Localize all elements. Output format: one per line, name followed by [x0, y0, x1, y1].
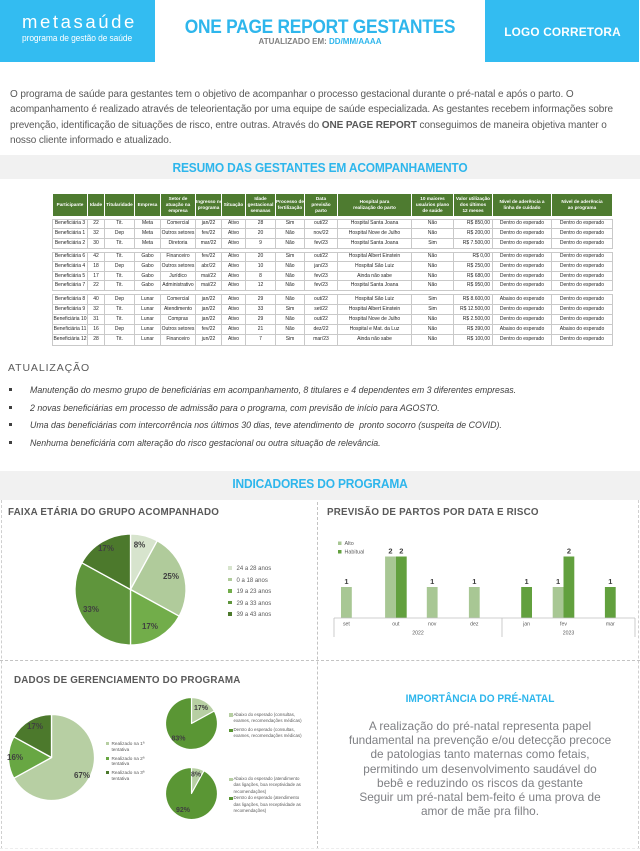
svg-text:2: 2 [388, 547, 392, 556]
svg-text:1: 1 [608, 577, 612, 586]
svg-text:1: 1 [472, 577, 476, 586]
svg-text:2023: 2023 [563, 631, 575, 637]
svg-text:2: 2 [567, 547, 571, 556]
svg-text:nov: nov [428, 622, 437, 628]
svg-text:dez: dez [470, 622, 479, 628]
svg-text:33%: 33% [83, 605, 99, 614]
svg-text:17%: 17% [142, 622, 158, 631]
svg-text:92%: 92% [176, 807, 191, 814]
svg-text:17%: 17% [27, 722, 43, 731]
svg-text:1: 1 [430, 577, 434, 586]
svg-text:1: 1 [525, 577, 529, 586]
svg-text:16%: 16% [7, 753, 23, 762]
svg-text:Habitual: Habitual [345, 550, 365, 556]
svg-text:17%: 17% [194, 705, 209, 712]
svg-text:1: 1 [556, 577, 560, 586]
svg-text:1: 1 [344, 577, 348, 586]
svg-text:set: set [343, 622, 350, 628]
svg-text:2: 2 [399, 547, 403, 556]
svg-text:jan: jan [522, 622, 530, 628]
svg-text:8%: 8% [191, 772, 202, 779]
svg-text:out: out [392, 622, 400, 628]
svg-text:17%: 17% [98, 544, 114, 553]
svg-text:2022: 2022 [412, 631, 424, 637]
svg-text:83%: 83% [171, 736, 186, 743]
svg-text:Alto: Alto [345, 541, 354, 547]
svg-text:8%: 8% [134, 541, 146, 550]
svg-text:mar: mar [606, 622, 615, 628]
svg-text:25%: 25% [163, 572, 179, 581]
svg-text:fev: fev [560, 622, 567, 628]
svg-text:67%: 67% [74, 771, 90, 780]
